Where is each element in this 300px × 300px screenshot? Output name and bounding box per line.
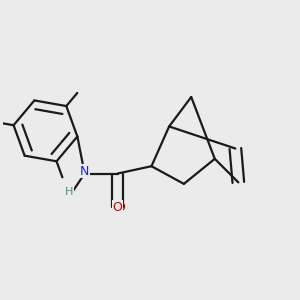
Text: O: O	[113, 201, 122, 214]
Text: N: N	[80, 165, 89, 178]
Text: O: O	[115, 201, 125, 214]
Text: N: N	[80, 165, 89, 178]
Text: H: H	[65, 187, 73, 197]
Text: H: H	[65, 187, 73, 197]
